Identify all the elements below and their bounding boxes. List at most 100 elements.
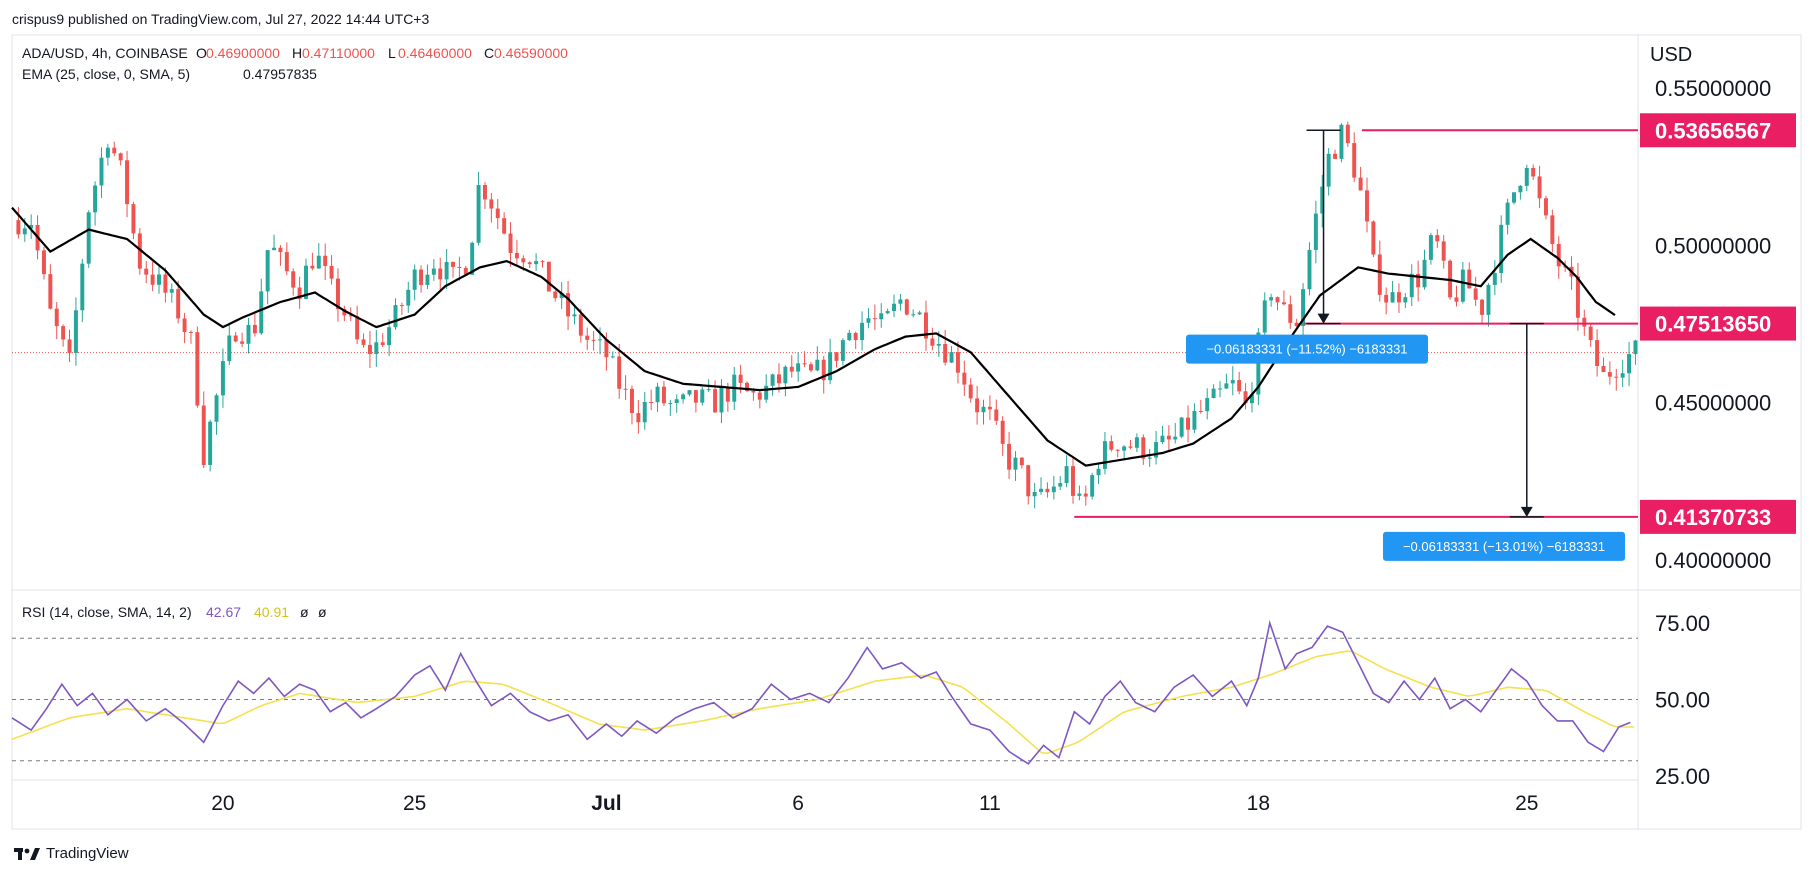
candle-body [361, 339, 366, 345]
candle-body [412, 269, 417, 290]
candle-body [930, 338, 935, 346]
candle-body [847, 332, 852, 341]
candle-body [1365, 190, 1369, 222]
rsi-line [11, 619, 1631, 765]
candle-body [393, 305, 398, 328]
candle-body [195, 332, 200, 406]
candle-body [1320, 186, 1325, 214]
candle-body [1505, 202, 1510, 225]
candle-body [1345, 124, 1350, 144]
candle-body [291, 271, 296, 288]
candle-body [1115, 449, 1120, 451]
candle-body [1032, 491, 1037, 497]
candle-body [1128, 446, 1133, 448]
candle-body [99, 157, 104, 186]
candle-body [489, 199, 494, 209]
candle-body [73, 310, 78, 353]
candle-body [860, 322, 865, 341]
rsi-tick-label: 75.00 [1655, 611, 1710, 636]
candle-body [796, 363, 801, 372]
candle-body [457, 266, 462, 268]
candle-body [16, 220, 21, 235]
candle-body [118, 153, 123, 161]
candle-body [994, 409, 999, 421]
candle-body [176, 289, 181, 319]
candle-body [1051, 486, 1056, 493]
candle-body [1358, 177, 1363, 191]
measure-arrow-head [1520, 506, 1533, 517]
candle-body [1134, 437, 1139, 448]
candle-body [1588, 326, 1593, 341]
candle-body [1077, 493, 1082, 496]
candle-body [1243, 391, 1248, 404]
publisher-line: crispus9 published on TradingView.com, J… [12, 11, 430, 27]
candle-body [252, 324, 257, 334]
tradingview-logo-icon [14, 847, 40, 860]
rsi-bands [12, 637, 1638, 762]
candle-body [1198, 411, 1203, 413]
candle-body [1512, 192, 1516, 203]
candle-body [700, 389, 705, 403]
candle-body [1326, 153, 1331, 187]
ema-line [11, 206, 1616, 467]
candle-body [1019, 457, 1024, 466]
time-tick-label: 25 [1515, 792, 1538, 815]
candle-body [1633, 340, 1638, 355]
candle-body [80, 263, 85, 311]
candle-body [1192, 411, 1197, 430]
price-level-badge-text: 0.47513650 [1655, 312, 1771, 337]
candle-body [1039, 488, 1044, 492]
candle-body [668, 403, 673, 405]
candle-body [706, 389, 711, 391]
candle-body [1275, 297, 1280, 303]
candle-body [335, 278, 340, 310]
candle-body [1460, 269, 1465, 302]
candle-body [1524, 168, 1529, 186]
measure-tools[interactable]: −0.06183331 (−11.52%) −6183331 −0.0618333… [1186, 129, 1625, 561]
candle-body [1575, 276, 1580, 318]
candle-body [892, 303, 897, 312]
level-lines[interactable] [1074, 129, 1638, 518]
candle-body [828, 352, 833, 381]
candle-body [1435, 235, 1440, 242]
candle-body [1045, 488, 1050, 493]
candle-body [342, 309, 347, 316]
candle-body [1467, 269, 1472, 289]
candle-body [29, 224, 34, 229]
candle-body [898, 299, 903, 304]
candle-body [1409, 273, 1414, 298]
tradingview-logo-text: TradingView [46, 845, 129, 862]
price-tick-label: 0.55000000 [1655, 76, 1771, 101]
candle-body [1307, 249, 1312, 290]
candle-body [425, 274, 430, 285]
time-tick-label: 20 [211, 792, 234, 815]
candle-body [1601, 366, 1606, 373]
candle-body [1620, 373, 1625, 378]
candle-body [911, 314, 916, 316]
candle-body [1026, 465, 1031, 497]
time-tick-label: Jul [591, 792, 621, 815]
tradingview-logo[interactable]: TradingView [14, 845, 129, 862]
candle-body [355, 316, 360, 340]
candle-body [1396, 292, 1401, 303]
ohlc-key: H [292, 45, 302, 61]
candle-body [840, 340, 845, 361]
candle-body [636, 413, 641, 423]
candle-body [655, 386, 660, 403]
rsi-legend-extra: ø [318, 604, 327, 620]
candle-body [1269, 297, 1274, 301]
candle-body [546, 261, 551, 292]
candle-body [387, 327, 392, 346]
candle-body [1237, 380, 1242, 392]
candle-body [610, 356, 615, 358]
candle-body [367, 344, 372, 354]
candle-body [470, 242, 475, 275]
candle-body [1090, 475, 1095, 497]
candle-body [681, 394, 686, 400]
candle-body [1211, 388, 1216, 399]
candle-body [725, 387, 730, 402]
ohlc-value: 0.47110000 [302, 45, 375, 61]
candle-body [872, 318, 877, 320]
measure-label-box [1186, 334, 1428, 364]
